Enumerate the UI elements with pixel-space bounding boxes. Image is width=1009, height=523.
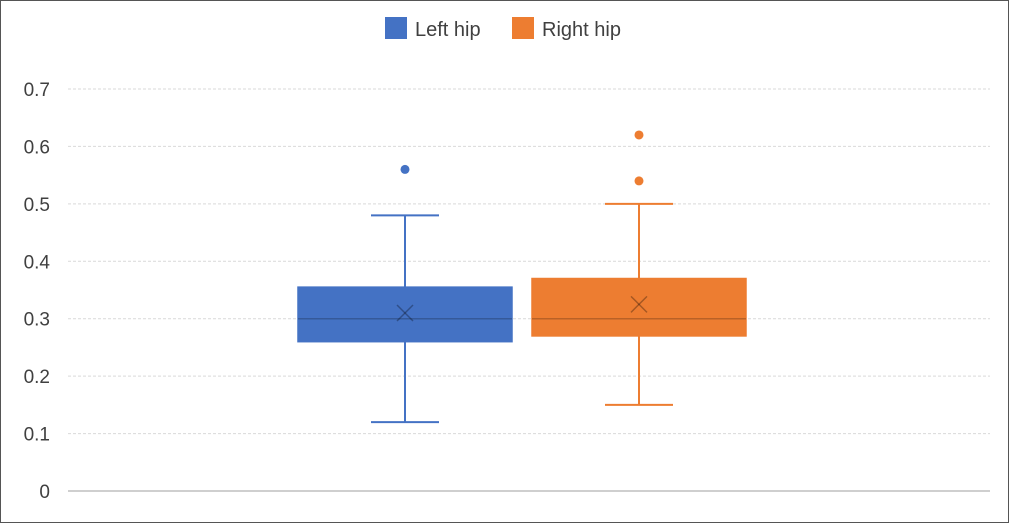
- y-tick-label: 0.7: [24, 80, 50, 101]
- legend-label: Left hip: [415, 19, 481, 41]
- outlier-point: [400, 164, 410, 174]
- box-iqr: [297, 286, 513, 343]
- mean-marker: [396, 304, 414, 322]
- outlier-point: [634, 176, 644, 186]
- y-axis: 0 0.1 0.2 0.3 0.4 0.5 0.6 0.7: [24, 80, 51, 503]
- y-tick-label: 0.1: [24, 425, 50, 446]
- mean-marker: [630, 295, 648, 313]
- legend-swatch: [512, 17, 534, 39]
- mean-marker: [630, 295, 648, 313]
- outlier-point: [634, 130, 644, 140]
- mean-marker: [396, 304, 414, 322]
- legend-swatch: [385, 17, 407, 39]
- box-right-hip: [531, 130, 747, 406]
- box-left-hip: [297, 164, 513, 424]
- legend: Left hip Right hip: [385, 17, 621, 41]
- y-tick-label: 0.2: [24, 367, 50, 388]
- y-tick-label: 0.5: [24, 195, 50, 216]
- y-tick-label: 0: [39, 482, 50, 503]
- y-tick-label: 0.3: [24, 310, 50, 331]
- legend-label: Right hip: [542, 19, 621, 41]
- gridlines: [68, 88, 990, 492]
- plot-area: [297, 130, 747, 424]
- y-tick-label: 0.6: [24, 137, 50, 158]
- box-iqr: [531, 277, 747, 337]
- y-tick-label: 0.4: [24, 252, 51, 273]
